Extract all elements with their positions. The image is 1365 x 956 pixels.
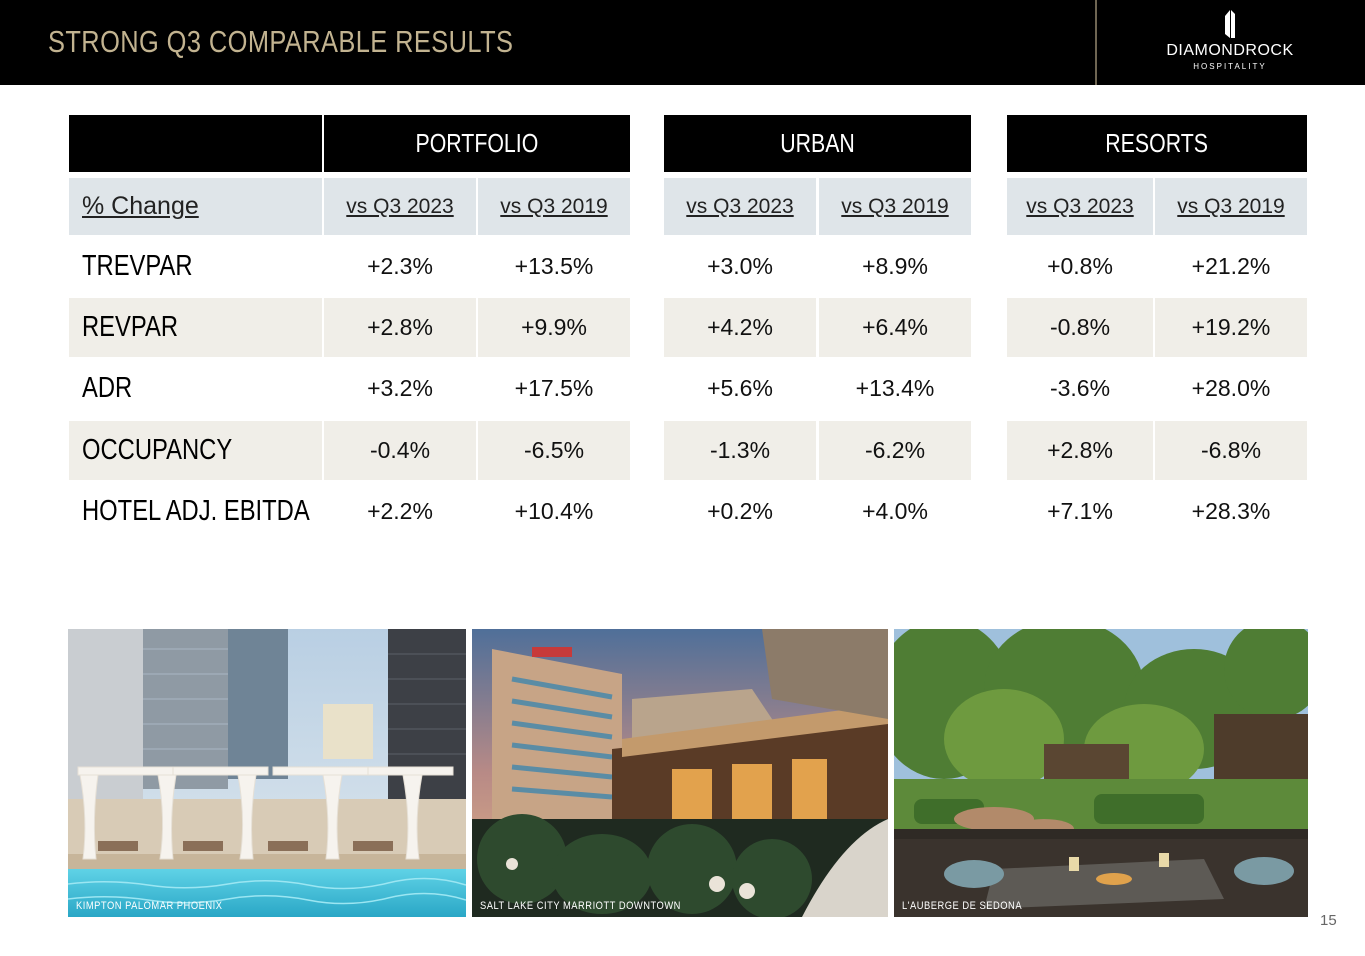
row-label-occupancy: OCCUPANCY (69, 421, 322, 480)
subheader-resorts-2019: vs Q3 2019 (1155, 178, 1307, 235)
photo-caption: L'AUBERGE DE SEDONA (902, 900, 1023, 912)
table-cell: +2.8% (1007, 421, 1153, 480)
photo-lauberge-de-sedona: L'AUBERGE DE SEDONA (894, 629, 1308, 917)
subheader-urban-2019: vs Q3 2019 (819, 178, 971, 235)
subheader-portfolio-2023: vs Q3 2023 (324, 178, 476, 235)
photo-caption: SALT LAKE CITY MARRIOTT DOWNTOWN (480, 900, 681, 912)
table-cell: +2.3% (367, 253, 433, 279)
page-title: STRONG Q3 COMPARABLE RESULTS (48, 24, 514, 59)
table-cell: +0.2% (707, 498, 773, 524)
table-cell: +28.0% (1191, 375, 1271, 401)
table-cell: -6.8% (1155, 421, 1307, 480)
table-cell: +3.0% (707, 253, 773, 279)
subheader-resorts-2023: vs Q3 2023 (1007, 178, 1153, 235)
photo-caption: KIMPTON PALOMAR PHOENIX (76, 900, 223, 912)
table-cell: +17.5% (514, 375, 594, 401)
table-cell: +5.6% (707, 375, 773, 401)
table-cell: +9.9% (478, 298, 630, 357)
subheader-portfolio-2019: vs Q3 2019 (478, 178, 630, 235)
table-cell: -6.2% (819, 421, 971, 480)
row-header-label: % Change (69, 178, 322, 235)
table-cell: +21.2% (1191, 253, 1271, 279)
page-number: 15 (1320, 912, 1337, 929)
group-header-urban: URBAN (664, 115, 971, 172)
table-cell: +10.4% (514, 498, 594, 524)
table-cell: +2.8% (324, 298, 476, 357)
table-cell: +13.4% (855, 375, 935, 401)
row-label-hotel-adj-ebitda: HOTEL ADJ. EBITDA (82, 495, 310, 527)
logo-name: DIAMONDROCK (1166, 42, 1294, 59)
table-cell: -0.4% (324, 421, 476, 480)
table-cell: +2.2% (367, 498, 433, 524)
photo-kimpton-palomar-phoenix: KIMPTON PALOMAR PHOENIX (68, 629, 466, 917)
table-cell: +3.2% (367, 375, 433, 401)
table-cell: +0.8% (1047, 253, 1113, 279)
row-label-trevpar: TREVPAR (82, 250, 193, 282)
diamond-logo-icon (1225, 10, 1235, 38)
photo-salt-lake-city-marriott: SALT LAKE CITY MARRIOTT DOWNTOWN (472, 629, 888, 917)
table-cell: +8.9% (862, 253, 928, 279)
row-label-adr: ADR (82, 372, 133, 404)
table-cell: +4.0% (862, 498, 928, 524)
header-bar: STRONG Q3 COMPARABLE RESULTS DIAMONDROCK… (0, 0, 1365, 85)
table-cell: -3.6% (1049, 375, 1111, 401)
table-cell: -6.5% (478, 421, 630, 480)
group-header-portfolio: PORTFOLIO (324, 115, 630, 172)
logo-subtitle: HOSPITALITY (1193, 62, 1267, 71)
table-cell: -0.8% (1007, 298, 1153, 357)
table-cell: +7.1% (1047, 498, 1113, 524)
row-label-revpar: REVPAR (69, 298, 322, 357)
table-corner-header (69, 115, 322, 172)
table-cell: +13.5% (514, 253, 594, 279)
table-cell: +19.2% (1155, 298, 1307, 357)
subheader-urban-2023: vs Q3 2023 (664, 178, 816, 235)
table-cell: +28.3% (1191, 498, 1271, 524)
table-cell: +6.4% (819, 298, 971, 357)
header-divider (1095, 0, 1097, 85)
group-header-resorts: RESORTS (1007, 115, 1307, 172)
company-logo: DIAMONDROCK HOSPITALITY (1140, 6, 1320, 76)
table-cell: +4.2% (664, 298, 816, 357)
table-cell: -1.3% (664, 421, 816, 480)
